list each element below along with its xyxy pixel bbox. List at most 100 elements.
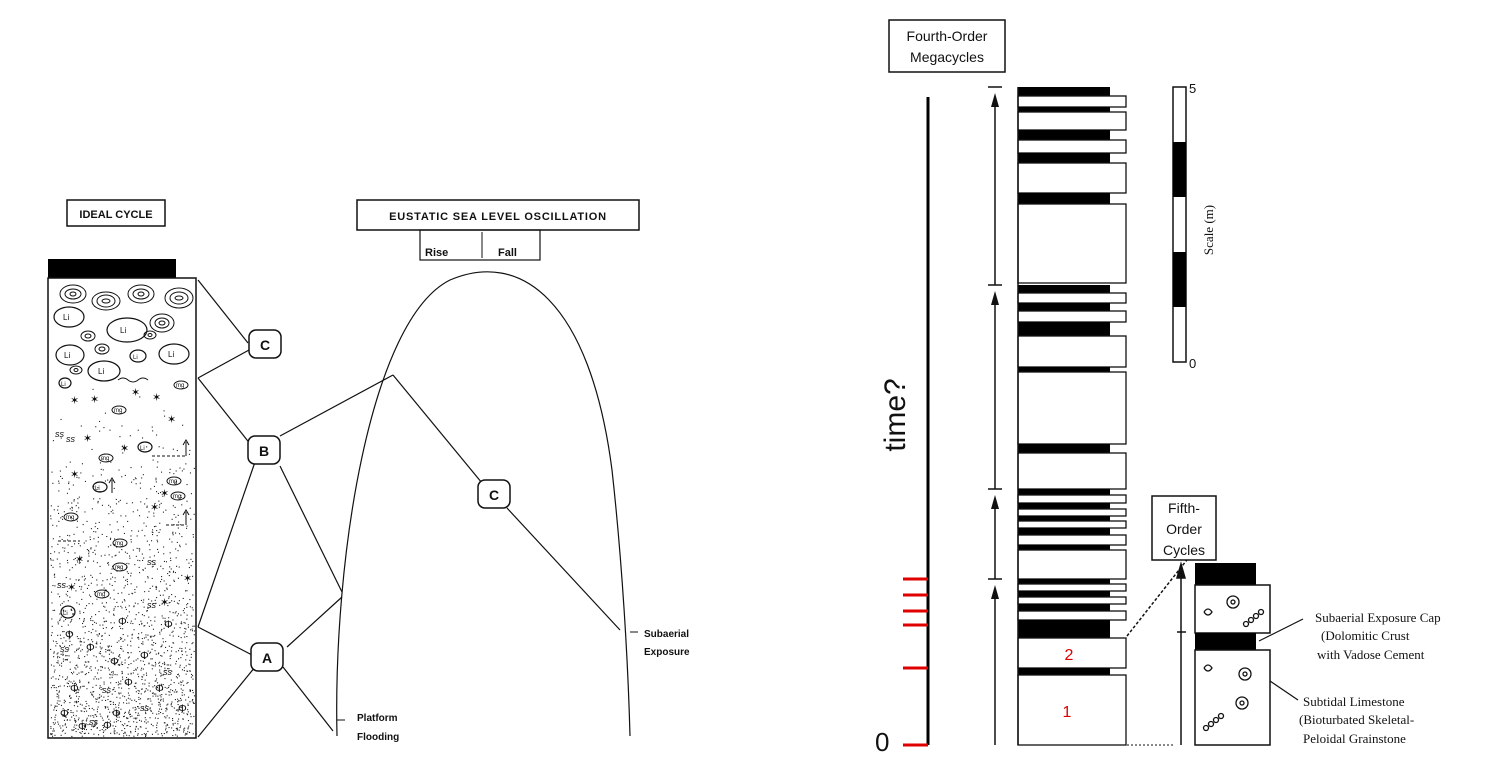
star-mark: ✶ (67, 582, 76, 594)
node-c-curve: C (477, 479, 511, 509)
node-b-label: B (259, 443, 269, 459)
star-mark: ✶ (160, 597, 169, 609)
node-a: A (250, 642, 284, 672)
subtidal-label-2: (Bioturbated Skeletal- (1299, 712, 1414, 727)
megacycles-label-1: Fourth-Order (907, 28, 988, 44)
zero-label: 0 (875, 727, 889, 757)
sea-level-curve (336, 271, 631, 737)
burrow-mark: ss (163, 667, 173, 677)
exposure-cap-bed (1018, 620, 1110, 638)
star-mark: ✶ (120, 443, 129, 455)
phi-mark: Φ (155, 683, 164, 695)
burrow-mark: ss (57, 580, 67, 590)
fifth-order-arrows (1176, 561, 1186, 745)
time-label: time? (879, 378, 912, 451)
mg-label: mg (169, 479, 177, 485)
burrow-mark: ss (147, 557, 157, 567)
node-c-upper-label: C (260, 337, 270, 353)
mg-grains (63, 380, 189, 599)
star-grains: ✶ ✶ ✶ ✶ ✶ ✶ ✶ ✶ ✶ ✶ ✶ ✶ ✶ ✶ (67, 387, 192, 609)
cap-label-2: (Dolomitic Crust (1321, 628, 1410, 643)
star-mark: ✶ (183, 573, 192, 585)
subtidal-leader (1269, 680, 1299, 701)
subtidal-bed (1017, 508, 1127, 517)
dotted-link-diagonal (1126, 555, 1191, 637)
burrow-mark: ss (140, 703, 150, 713)
cycle-column (1017, 87, 1127, 746)
phi-mark: Φ (118, 616, 127, 628)
li-label: Li (98, 367, 104, 376)
fossil-symbols (1202, 595, 1265, 732)
mg-label: mg (101, 456, 109, 462)
subtidal-bed (1017, 494, 1127, 504)
cycle-1-label: 1 (1063, 704, 1072, 721)
subtidal-bed (1017, 95, 1127, 108)
lithoclast-labels: Li Li Li Li Li Li Li Li Li Li (61, 313, 174, 617)
phi-mark: Φ (86, 642, 95, 654)
cap-label-1: Subaerial Exposure Cap (1315, 610, 1441, 625)
exposure-cap-bed (1018, 303, 1110, 311)
fifth-order-box: Fifth- Order Cycles (1151, 495, 1217, 561)
fifth-order-label-1: Fifth- (1168, 500, 1200, 516)
phi-mark: Φ (110, 656, 119, 668)
star-mark: ✶ (160, 488, 169, 500)
phi-mark: Φ (60, 708, 69, 720)
phi-mark: Φ (103, 720, 112, 732)
li-label: Li (120, 326, 126, 335)
exposure-cap-bed (1018, 444, 1110, 453)
star-mark: ✶ (83, 433, 92, 445)
burrow-mark: ss (60, 644, 70, 654)
detail-column (1194, 563, 1271, 746)
platform-label-2: Flooding (357, 732, 399, 743)
rise-label: Rise (425, 247, 448, 259)
subtidal-bed (1017, 111, 1127, 131)
subtidal-bed (1017, 310, 1127, 323)
star-mark: ✶ (150, 502, 159, 514)
subtidal-label-3: Peloidal Grainstone (1303, 731, 1406, 746)
megacycles-box: Fourth-Order Megacycles (888, 19, 1006, 73)
exposure-cap-bed (1018, 193, 1110, 204)
mg-label: mg (97, 592, 105, 598)
li-label: Li (133, 355, 138, 361)
subtidal-bed (1017, 335, 1127, 368)
arrowhead (991, 93, 999, 107)
subtidal-bed (1017, 203, 1127, 284)
subaerial-label-1: Subaerial (644, 629, 689, 640)
platform-label-1: Platform (357, 713, 398, 724)
subtidal-bed (1017, 596, 1127, 605)
stipple-texture (50, 388, 195, 737)
exposure-cap-bed (1018, 579, 1110, 584)
oncoid-grains (59, 284, 194, 375)
right-panel: Fourth-Order Megacycles time? 0 1 2 5 0 … (875, 19, 1441, 757)
ideal-cycle-label: IDEAL CYCLE (79, 209, 152, 221)
mg-label: mg (176, 383, 184, 389)
exposure-cap-bed (1018, 516, 1110, 521)
star-mark: ✶ (70, 469, 79, 481)
phi-marks: Φ Φ Φ Φ Φ Φ Φ Φ Φ Φ Φ Φ Φ Φ (60, 616, 187, 733)
li-label: Li (64, 351, 70, 360)
subaerial-label-2: Exposure (644, 647, 690, 658)
lithoclast-grains (53, 306, 190, 619)
fall-label: Fall (498, 247, 517, 259)
exposure-cap-bed (1018, 489, 1110, 495)
scale-label: Scale (m) (1201, 205, 1216, 255)
ideal-cycle-box: IDEAL CYCLE (66, 199, 166, 227)
scale-bar: 5 0 Scale (m) (1172, 81, 1216, 371)
burrow-mark: ss (147, 600, 157, 610)
li-label: Li (95, 486, 100, 492)
phi-mark: Φ (164, 619, 173, 631)
exposure-cap-bed (1018, 87, 1110, 96)
node-b: B (247, 435, 281, 465)
exposure-cap-bed (1018, 153, 1110, 163)
phi-mark: Φ (140, 650, 149, 662)
mg-label: mg (115, 541, 123, 547)
star-mark: ✶ (90, 394, 99, 406)
li-label: Li (140, 446, 145, 452)
eustatic-label: EUSTATIC SEA LEVEL OSCILLATION (389, 211, 607, 223)
phi-mark: Φ (124, 677, 133, 689)
left-panel: IDEAL CYCLE (47, 199, 690, 743)
star-mark: ✶ (75, 554, 84, 566)
subtidal-bed (1017, 371, 1127, 445)
mg-label: mg (115, 565, 123, 571)
